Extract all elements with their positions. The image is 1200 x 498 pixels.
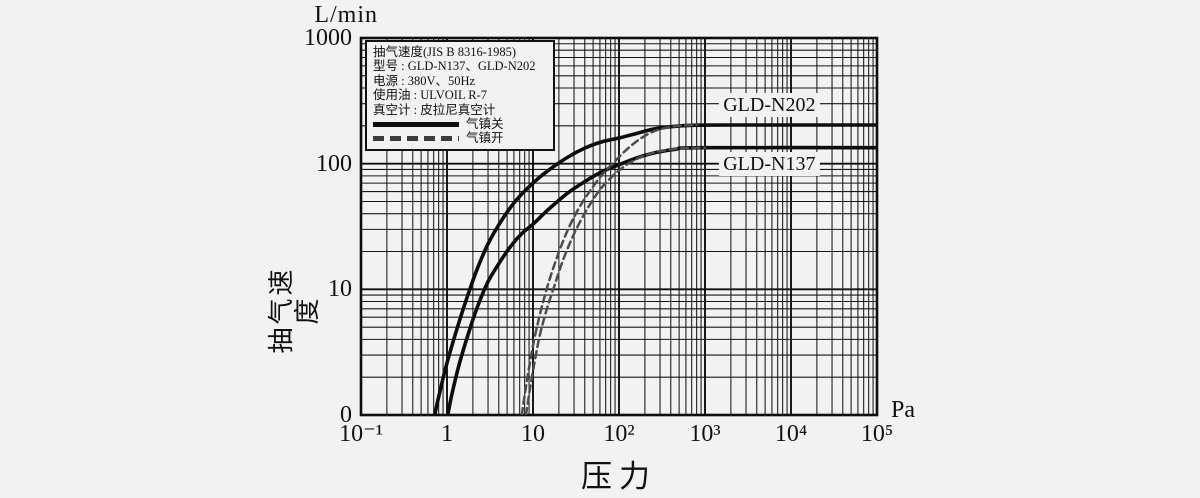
curve-gld-n137-open [524,146,707,415]
curve-gld-n202-open [520,123,698,415]
legend-entry-label: 气镇开 [466,130,504,145]
x-tick-label: 10⁴ [774,421,808,447]
x-tick-label: 10⁻¹ [339,421,383,447]
legend-entry-label: 气镇关 [466,116,504,131]
y-tick-label: 100 [316,150,352,177]
legend-spec-gauge: 真空计 : 皮拉尼真空计 [373,102,496,117]
legend-entry-ballast-closed: 气镇关 [373,117,547,131]
curve-gld-n137-closed [445,145,877,415]
x-tick-label: 10² [603,421,635,447]
y-tick-label: 10 [328,276,352,303]
legend-spec-power: 电源 : 380V、50Hz [373,73,476,88]
dashed-line-swatch [373,135,459,141]
curve-gld-n202-closed [432,123,877,415]
solid-line-swatch [373,121,459,127]
legend-box: 抽气速度(JIS B 8316-1985) 型号 : GLD-N137、GLD-… [365,40,555,152]
y-axis-unit-label: L/min [314,2,378,28]
x-axis-title: 压力 [581,459,657,494]
y-tick-label: 0 [340,402,352,428]
legend-title: 抽气速度(JIS B 8316-1985) [373,45,517,59]
x-tick-label: 10³ [689,421,721,447]
plot-frame [359,36,879,417]
curve-label-gld-n202: GLD-N202 [719,92,820,117]
legend-spec-oil: 使用油 : ULVOIL R-7 [373,88,488,103]
y-axis-title: 抽气速度 [267,266,322,354]
x-tick-label: 10⁵ [860,421,894,447]
x-tick-label: 10 [521,421,545,447]
legend-spec-model: 型号 : GLD-N137、GLD-N202 [373,59,536,74]
curves [432,123,877,415]
curve-label-gld-n137: GLD-N137 [719,151,820,176]
x-axis-unit-label: Pa [891,397,915,423]
legend-entry-ballast-open: 气镇开 [373,131,547,145]
x-tick-label: 1 [441,421,453,447]
y-tick-label: 1000 [304,25,352,51]
